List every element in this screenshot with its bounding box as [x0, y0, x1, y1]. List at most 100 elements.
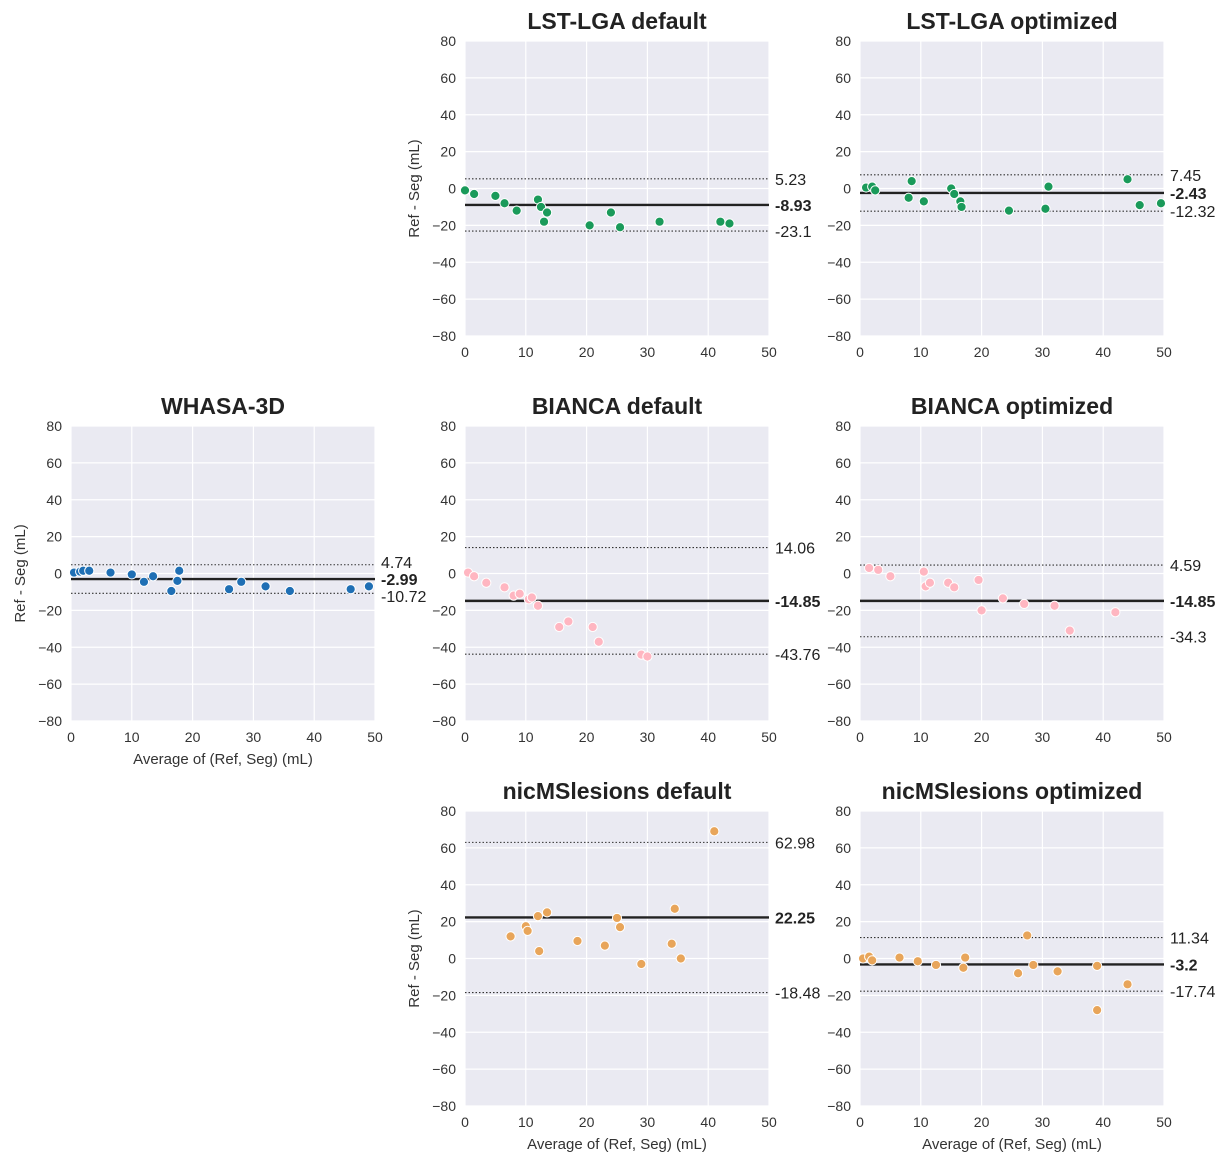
upper-value-label: 4.59 [1170, 558, 1201, 575]
data-point [532, 600, 544, 611]
data-point [459, 185, 471, 196]
data-point [614, 222, 626, 233]
x-tick-label: 40 [1095, 344, 1111, 360]
y-tick-label: 40 [835, 107, 851, 123]
x-tick-label: 20 [579, 344, 595, 360]
y-tick-label: 0 [843, 181, 851, 197]
data-point [1110, 607, 1121, 618]
data-point [1040, 203, 1051, 214]
data-point [105, 567, 116, 578]
data-point [949, 188, 960, 200]
y-tick-label: 0 [843, 951, 851, 967]
x-tick-label: 0 [856, 1114, 864, 1130]
mean-value-label: -14.85 [1170, 594, 1215, 611]
x-tick-label: 10 [913, 344, 929, 360]
y-tick-label: 20 [835, 529, 851, 545]
lower-value-label: -12.32 [1170, 204, 1215, 221]
x-tick-label: 20 [974, 344, 990, 360]
bianca-default-panel: 0 10 20 30 40 50 80 60 40 20 0 −20 −40 −60 −80 BIANCA d… [432, 393, 820, 745]
data-point [1049, 600, 1060, 611]
y-tick-label: 0 [448, 181, 456, 197]
x-tick-label: 20 [579, 1114, 595, 1130]
y-tick-label: −60 [38, 676, 62, 692]
y-tick-label: 80 [835, 33, 851, 49]
lst-lga-optimized-panel: 0 10 20 30 40 50 80 60 40 20 0 −20 −40 −60 −80 LST-LGA … [827, 8, 1215, 360]
x-axis-label: Average of (Ref, Seg) (mL) [527, 1136, 707, 1153]
x-tick-label: 0 [67, 729, 75, 745]
data-point [174, 565, 185, 576]
y-tick-label: 0 [843, 566, 851, 582]
y-tick-label: 20 [440, 529, 456, 545]
x-tick-label: 30 [1035, 1114, 1051, 1130]
x-axis-label: Average of (Ref, Seg) (mL) [922, 1136, 1102, 1153]
y-tick-label: −20 [827, 987, 851, 1003]
x-tick-label: 0 [461, 729, 469, 745]
data-point [715, 216, 726, 227]
chart-title: nicMSlesions default [503, 778, 732, 804]
upper-value-label: 11.34 [1170, 931, 1209, 948]
x-tick-label: 30 [640, 1114, 656, 1130]
data-point [522, 925, 533, 936]
y-tick-label: −80 [827, 1098, 851, 1114]
data-point [958, 962, 969, 973]
data-point [599, 940, 610, 951]
x-tick-label: 50 [1156, 344, 1172, 360]
x-tick-label: 10 [518, 1114, 534, 1130]
data-point [481, 577, 492, 588]
lst-lga-default-panel: 0 10 20 30 40 50 80 60 40 20 0 −20 −40 −60 −80 LST-LGA … [406, 8, 812, 360]
data-point [554, 621, 565, 633]
data-point [1022, 930, 1033, 941]
data-point [84, 565, 95, 576]
data-point [666, 938, 677, 949]
mean-value-label: -14.85 [775, 594, 820, 611]
x-tick-label: 30 [1035, 729, 1051, 745]
y-axis-label: Ref - Seg (mL) [406, 139, 423, 237]
y-tick-label: 20 [440, 144, 456, 160]
y-tick-label: −60 [432, 1061, 456, 1077]
data-point [870, 185, 881, 196]
data-point [1092, 1005, 1103, 1016]
data-point [223, 584, 235, 595]
y-tick-label: −40 [827, 1024, 851, 1040]
data-point [534, 946, 545, 957]
x-tick-label: 50 [1156, 729, 1172, 745]
data-point [675, 953, 686, 964]
x-tick-label: 30 [640, 344, 656, 360]
x-axis-label: Average of (Ref, Seg) (mL) [133, 751, 313, 768]
y-tick-label: 80 [835, 803, 851, 819]
x-tick-label: 50 [367, 729, 383, 745]
data-point [654, 216, 665, 227]
x-tick-label: 0 [461, 1114, 469, 1130]
y-tick-label: 40 [440, 492, 456, 508]
x-tick-label: 20 [974, 1114, 990, 1130]
y-tick-label: −40 [432, 639, 456, 655]
data-point [1043, 181, 1054, 192]
y-tick-label: −20 [432, 217, 456, 233]
x-tick-label: 40 [1095, 1114, 1111, 1130]
x-tick-label: 40 [306, 729, 322, 745]
lower-value-label: -10.72 [381, 589, 426, 606]
x-tick-label: 10 [124, 729, 140, 745]
x-tick-label: 20 [579, 729, 595, 745]
chart-title: BIANCA default [532, 393, 703, 419]
y-tick-label: −60 [432, 291, 456, 307]
nicmslesions-default-panel: 0 10 20 30 40 50 80 60 40 20 0 −20 −40 −60 −80 nicMSles… [406, 778, 820, 1153]
chart-title: nicMSlesions optimized [882, 778, 1143, 804]
data-point [363, 581, 375, 592]
y-tick-label: 60 [835, 455, 851, 471]
x-tick-label: 10 [913, 729, 929, 745]
data-point [147, 571, 159, 582]
x-tick-label: 0 [461, 344, 469, 360]
upper-value-label: 62.98 [775, 835, 815, 852]
y-tick-label: 40 [835, 877, 851, 893]
data-point [669, 903, 680, 914]
data-point [260, 581, 271, 592]
data-point [1122, 979, 1133, 990]
data-point [976, 605, 987, 616]
data-point [724, 218, 735, 229]
lower-value-label: -43.76 [775, 647, 820, 664]
data-point [949, 582, 960, 593]
x-tick-label: 50 [761, 344, 777, 360]
x-tick-label: 40 [700, 1114, 716, 1130]
y-tick-label: 80 [835, 418, 851, 434]
